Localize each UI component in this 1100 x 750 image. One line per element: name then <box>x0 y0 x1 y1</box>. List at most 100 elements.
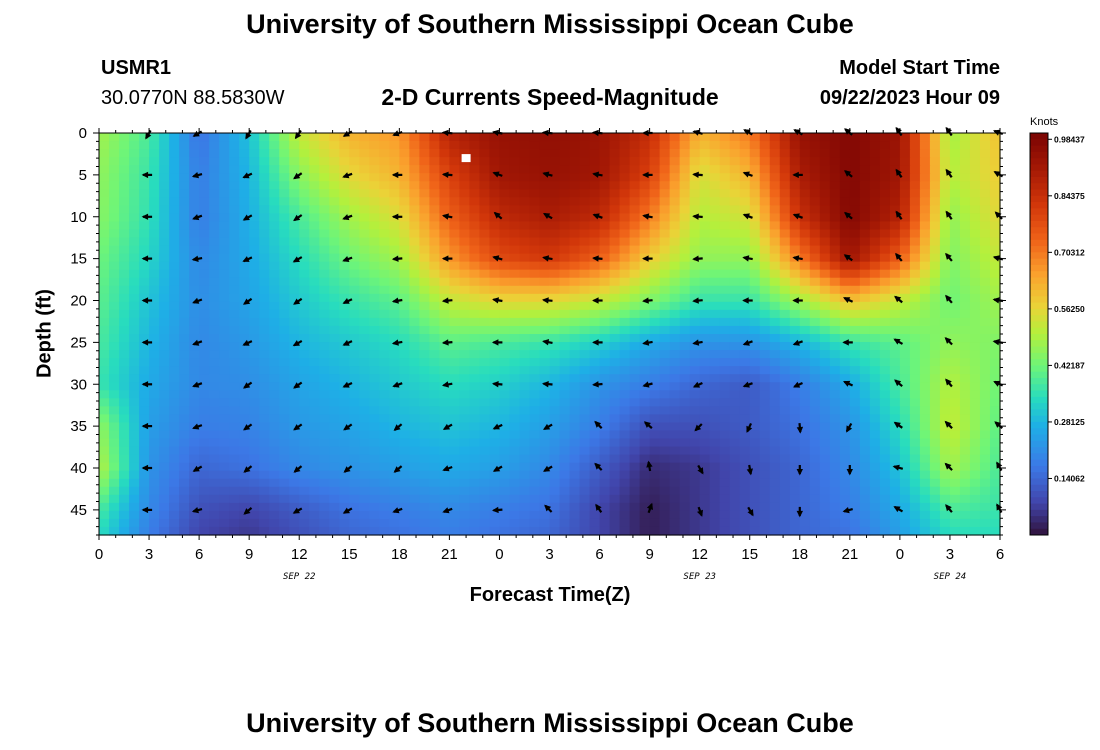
heatmap-cell <box>629 486 641 496</box>
heatmap-cell <box>689 366 701 375</box>
heatmap-cell <box>569 334 581 343</box>
heatmap-cell <box>819 325 831 335</box>
heatmap-cell <box>789 406 801 415</box>
heatmap-cell <box>899 510 911 520</box>
heatmap-cell <box>739 269 751 279</box>
heatmap-cell <box>539 197 551 206</box>
heatmap-cell <box>489 494 501 504</box>
heatmap-cell <box>599 350 611 359</box>
heatmap-cell <box>939 269 951 279</box>
heatmap-cell <box>759 141 771 150</box>
heatmap-cell <box>379 221 390 231</box>
heatmap-cell <box>189 189 200 198</box>
heatmap-cell <box>579 309 591 319</box>
heatmap-cell <box>679 229 691 239</box>
heatmap-cell <box>909 406 921 415</box>
heatmap-cell <box>129 197 140 206</box>
heatmap-cell <box>149 237 160 247</box>
heatmap-cell <box>569 430 581 440</box>
heatmap-cell <box>619 197 631 206</box>
heatmap-cell <box>749 470 761 480</box>
heatmap-cell <box>429 301 440 311</box>
heatmap-cell <box>349 510 360 520</box>
heatmap-cell <box>309 438 320 448</box>
heatmap-cell <box>489 293 501 303</box>
heatmap-cell <box>809 390 821 399</box>
heatmap-cell <box>619 245 631 255</box>
heatmap-cell <box>159 510 170 520</box>
heatmap-cell <box>519 325 531 335</box>
heatmap-cell <box>559 342 571 351</box>
heatmap-cell <box>119 253 130 263</box>
heatmap-cell <box>599 414 611 424</box>
current-arrow <box>796 423 804 434</box>
heatmap-cell <box>139 181 150 190</box>
heatmap-cell <box>429 350 440 359</box>
heatmap-cell <box>909 261 921 271</box>
heatmap-cell <box>989 317 1001 327</box>
heatmap-cell <box>749 406 761 415</box>
heatmap-cell <box>959 141 971 150</box>
heatmap-cell <box>619 173 631 182</box>
heatmap-cell <box>589 317 601 327</box>
heatmap-cell <box>339 406 350 415</box>
current-arrow <box>342 256 353 262</box>
heatmap-cell <box>239 237 250 247</box>
heatmap-cell <box>919 366 931 375</box>
current-arrow <box>145 129 152 140</box>
heatmap-cell <box>699 317 711 327</box>
heatmap-cell <box>399 293 410 303</box>
heatmap-cell <box>499 293 511 303</box>
heatmap-cell <box>699 325 711 335</box>
heatmap-cell <box>589 277 601 287</box>
heatmap-cell <box>99 494 110 504</box>
heatmap-cell <box>739 221 751 231</box>
heatmap-cell <box>779 213 791 223</box>
heatmap-cell <box>129 133 140 142</box>
heatmap-cell <box>109 237 120 247</box>
heatmap-cell <box>609 526 621 536</box>
heatmap-cell <box>519 414 531 424</box>
heatmap-cell <box>289 486 300 496</box>
heatmap-cell <box>149 398 160 407</box>
heatmap-cell <box>99 221 110 231</box>
heatmap-cell <box>649 325 661 335</box>
heatmap-cell <box>819 205 831 214</box>
heatmap-cell <box>529 502 541 512</box>
heatmap-cell <box>129 350 140 359</box>
heatmap-cell <box>719 277 731 287</box>
heatmap-cell <box>299 269 310 279</box>
heatmap-cell <box>849 350 861 359</box>
heatmap-cell <box>769 189 781 198</box>
heatmap-cell <box>159 293 170 303</box>
heatmap-cell <box>639 446 651 456</box>
arrow-head <box>742 213 750 220</box>
heatmap-cell <box>139 237 150 247</box>
heatmap-cell <box>239 149 250 158</box>
heatmap-cell <box>329 133 340 142</box>
heatmap-cell <box>879 382 891 391</box>
heatmap-cell <box>839 157 851 166</box>
heatmap-cell <box>149 197 160 206</box>
heatmap-cell <box>669 141 681 150</box>
heatmap-cell <box>309 213 320 223</box>
heatmap-cell <box>189 285 200 295</box>
heatmap-cell <box>639 149 651 158</box>
heatmap-cell <box>189 165 200 174</box>
current-arrow <box>293 214 303 222</box>
heatmap-cell <box>759 334 771 343</box>
heatmap-cell <box>849 358 861 367</box>
heatmap-cell <box>289 446 300 456</box>
heatmap-cell <box>399 205 410 214</box>
heatmap-cell <box>459 133 471 142</box>
heatmap-cell <box>829 350 841 359</box>
heatmap-cell <box>709 141 721 150</box>
heatmap-cell <box>439 382 450 391</box>
heatmap-cell <box>919 510 931 520</box>
heatmap-cell <box>269 454 280 464</box>
heatmap-cell <box>359 133 370 142</box>
heatmap-cell <box>869 446 881 456</box>
heatmap-cell <box>149 430 160 440</box>
heatmap-cell <box>229 446 240 456</box>
heatmap-cell <box>629 398 641 407</box>
